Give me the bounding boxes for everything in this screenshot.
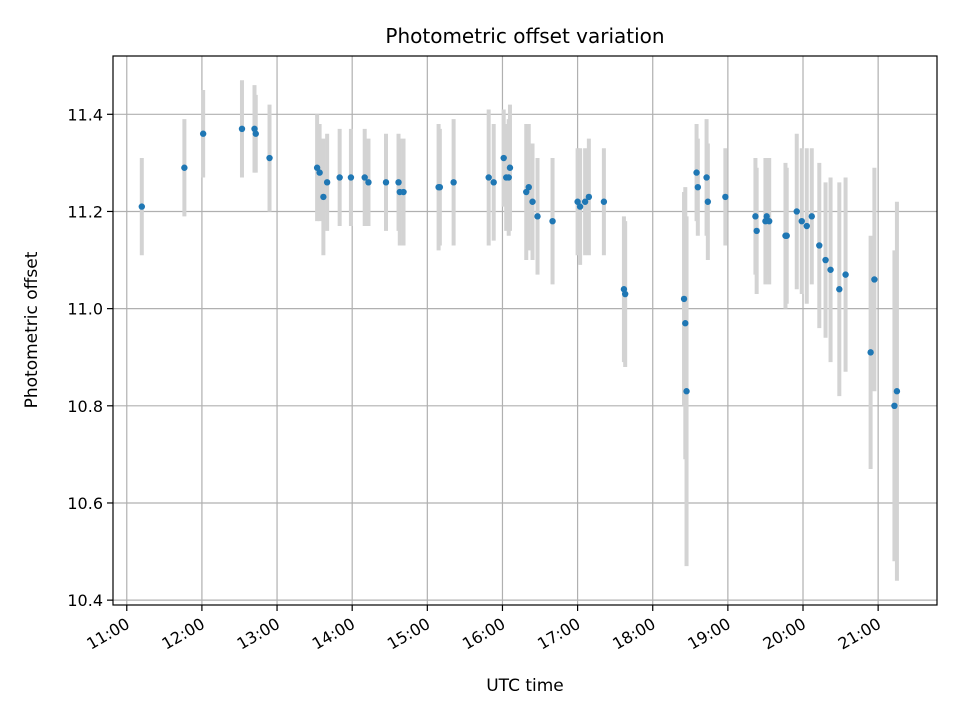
data-point <box>680 295 688 303</box>
data-point <box>395 179 402 186</box>
y-axis-ticks: 10.4 10.6 10.8 11.0 11.2 11.4 <box>67 105 113 610</box>
y-tick-label: 10.4 <box>67 591 103 610</box>
data-point <box>752 213 759 220</box>
x-tick-label: 21:00 <box>835 614 884 654</box>
data-point <box>251 125 258 133</box>
data-point <box>581 198 589 205</box>
data-point <box>620 286 628 293</box>
data-point <box>529 198 536 205</box>
data-point <box>893 388 901 395</box>
plot-frame <box>112 55 938 606</box>
data-point <box>808 213 815 220</box>
data-point <box>694 183 702 191</box>
data-point <box>704 198 712 205</box>
y-tick-label: 10.8 <box>67 397 103 416</box>
data-point <box>585 193 593 201</box>
data-point <box>836 286 843 293</box>
data-point <box>199 130 207 137</box>
y-gridlines <box>113 113 937 601</box>
y-tick-label: 11.2 <box>67 202 103 221</box>
data-point <box>576 203 584 210</box>
x-tick-label: 18:00 <box>609 614 658 654</box>
data-point <box>336 174 343 181</box>
data-point <box>500 154 507 162</box>
x-tick-label: 17:00 <box>534 614 583 654</box>
x-tick-label: 13:00 <box>234 614 283 654</box>
data-point <box>382 179 390 186</box>
data-point <box>323 179 331 186</box>
data-point <box>320 193 327 201</box>
x-axis-label: UTC time <box>486 676 564 696</box>
data-point <box>763 213 770 220</box>
y-tick-label: 11.0 <box>67 300 103 319</box>
data-point <box>485 174 492 181</box>
data-point <box>803 222 810 230</box>
data-point <box>722 193 729 201</box>
data-point <box>600 198 608 205</box>
x-tick-label: 19:00 <box>684 614 733 654</box>
data-point <box>827 266 834 273</box>
data-point <box>534 213 541 220</box>
data-point <box>365 179 372 186</box>
data-point <box>783 232 790 239</box>
data-point <box>506 164 514 171</box>
data-point <box>816 242 823 249</box>
x-tick-label: 15:00 <box>384 614 433 654</box>
data-point <box>682 320 689 327</box>
x-tick-label: 12:00 <box>158 614 207 654</box>
y-tick-label: 11.4 <box>67 105 103 124</box>
data-point <box>871 276 878 283</box>
data-point <box>400 188 407 196</box>
data-point <box>703 174 710 181</box>
data-point <box>181 164 188 171</box>
x-tick-label: 16:00 <box>459 614 508 654</box>
data-point <box>450 179 457 186</box>
error-bars <box>139 80 899 581</box>
data-point <box>683 388 690 395</box>
data-point <box>313 164 321 171</box>
y-axis-label: Photometric offset <box>22 251 42 408</box>
data-point <box>693 169 700 176</box>
data-point <box>347 174 355 181</box>
data-point <box>891 402 898 410</box>
data-point <box>867 349 874 356</box>
x-axis-ticks: 11:00 12:00 13:00 14:00 15:00 16:00 17:00 18:00… <box>83 605 884 654</box>
data-points <box>138 125 901 410</box>
data-point <box>798 217 805 225</box>
data-point <box>525 183 532 191</box>
y-tick-label: 10.6 <box>67 494 103 513</box>
data-point <box>574 198 581 205</box>
data-point <box>822 256 829 264</box>
data-point <box>436 183 444 191</box>
data-point <box>523 188 530 196</box>
x-tick-label: 14:00 <box>309 614 358 654</box>
x-tick-label: 11:00 <box>83 614 132 654</box>
data-point <box>842 271 849 278</box>
data-point <box>238 125 246 133</box>
data-point <box>266 154 273 162</box>
data-point <box>361 174 368 181</box>
data-point <box>505 174 512 181</box>
chart-title: Photometric offset variation <box>385 24 664 48</box>
data-point <box>549 217 556 225</box>
data-point <box>316 169 323 176</box>
data-point <box>138 203 146 210</box>
data-point <box>765 217 773 225</box>
data-point <box>621 290 629 298</box>
x-tick-label: 20:00 <box>760 614 809 654</box>
data-point <box>490 179 497 186</box>
data-point <box>753 227 760 235</box>
data-point <box>793 208 800 215</box>
data-point <box>252 130 259 137</box>
